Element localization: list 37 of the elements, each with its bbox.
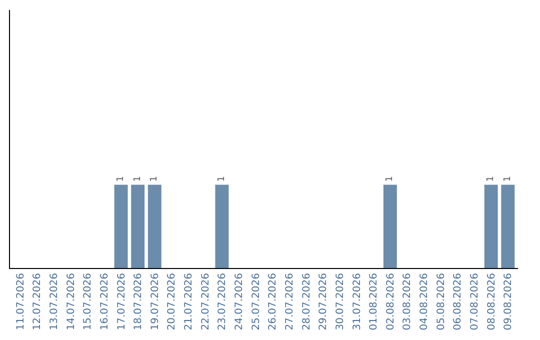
data-label: 1 [132,176,143,182]
x-tick-label: 23.07.2026 [217,273,228,330]
x-tick-label: 07.08.2026 [470,273,481,330]
x-tick-label: 21.07.2026 [184,273,195,330]
x-tick-label: 11.07.2026 [15,273,26,330]
x-tick-label: 19.07.2026 [150,273,161,330]
x-tick-label: 22.07.2026 [200,273,212,330]
x-tick-label: 26.07.2026 [268,273,279,330]
x-tick-label: 04.08.2026 [419,273,430,330]
x-tick-label: 01.08.2026 [368,273,380,330]
x-tick-label: 16.07.2026 [99,273,110,330]
x-tick-label: 30.07.2026 [334,273,346,330]
x-tick-label: 02.08.2026 [385,273,396,330]
x-tick-label: 15.07.2026 [82,273,94,330]
data-label: 1 [486,176,496,182]
data-label: 1 [216,176,227,182]
x-tick-label: 31.07.2026 [352,273,363,330]
x-tick-label: 27.07.2026 [284,273,296,330]
x-tick-label: 12.07.2026 [32,273,44,330]
x-tick-label: 18.07.2026 [133,273,144,330]
x-tick-label: 24.07.2026 [234,273,246,330]
x-tick-label: 14.07.2026 [66,273,77,330]
x-tick-label: 05.08.2026 [436,273,447,330]
x-tick-label: 20.07.2026 [166,273,178,330]
data-label: 1 [502,176,513,182]
data-label: 1 [385,176,396,182]
x-tick-label: 06.08.2026 [452,273,464,330]
x-tick-label: 03.08.2026 [402,273,414,330]
data-label: 1 [150,176,160,182]
x-tick-label: 17.07.2026 [116,273,128,330]
x-tick-label: 28.07.2026 [301,273,312,330]
x-tick-label: 13.07.2026 [48,273,60,330]
x-tick-label: 08.08.2026 [486,273,498,330]
x-tick-label: 29.07.2026 [318,273,330,330]
data-label: 1 [116,176,126,182]
x-tick-label: 09.08.2026 [503,273,514,330]
x-tick-label: 25.07.2026 [250,273,262,330]
